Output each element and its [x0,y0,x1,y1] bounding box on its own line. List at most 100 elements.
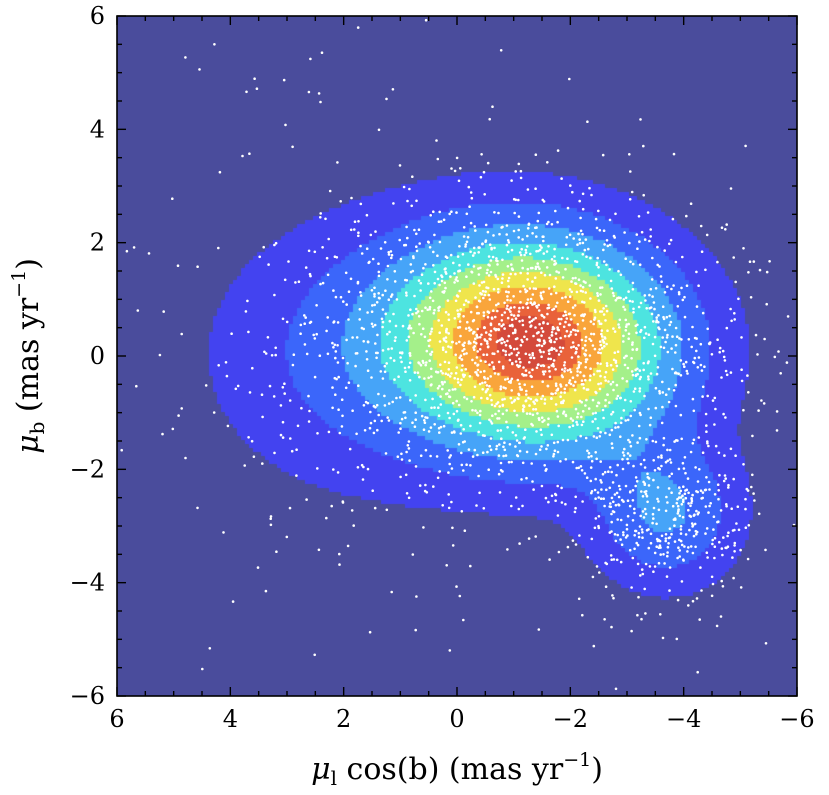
scatter-point [651,512,655,516]
scatter-point [609,554,613,557]
scatter-point [722,536,725,539]
scatter-point [621,451,625,454]
scatter-point [576,374,579,377]
scatter-point [653,354,657,358]
scatter-point [415,307,418,311]
scatter-point [357,384,360,388]
scatter-point [637,531,641,535]
scatter-point [714,444,718,448]
scatter-point [685,284,689,288]
scatter-point [540,433,543,437]
scatter-point [524,428,527,432]
scatter-point [468,375,472,378]
scatter-point [597,382,600,386]
scatter-point [576,412,580,415]
scatter-point [337,375,341,379]
scatter-point [707,511,710,514]
scatter-point [474,296,477,299]
scatter-point [675,335,679,339]
scatter-point [521,323,525,327]
scatter-point [504,353,508,357]
scatter-point [723,454,726,457]
scatter-point [420,309,424,313]
scatter-point [604,398,607,402]
scatter-point [626,366,630,370]
scatter-point [525,476,528,480]
scatter-point [632,307,635,311]
scatter-point [593,318,596,321]
scatter-point [560,400,563,404]
scatter-point [563,310,567,314]
scatter-point [569,333,572,336]
scatter-point [447,318,451,322]
scatter-point [336,161,339,164]
scatter-point [415,199,418,203]
scatter-point [654,386,658,390]
scatter-point [515,353,519,357]
scatter-point [394,336,397,339]
scatter-point [567,312,571,316]
scatter-point [459,308,463,311]
scatter-point [682,498,685,502]
scatter-point [629,444,633,448]
scatter-point [486,268,489,272]
scatter-point [484,331,488,334]
scatter-point [420,333,423,336]
scatter-point [716,260,719,264]
scatter-point [664,340,667,344]
scatter-point [547,220,550,224]
scatter-point [711,542,714,546]
scatter-point [600,346,604,350]
scatter-point [470,400,473,403]
scatter-point [564,320,567,324]
scatter-point [747,271,750,274]
scatter-point [517,236,520,239]
scatter-point [665,495,668,499]
scatter-point [643,394,646,398]
scatter-point [404,416,407,420]
scatter-point [508,344,512,348]
scatter-point [536,219,540,223]
scatter-point [681,298,685,302]
scatter-point [524,248,528,252]
scatter-point [449,346,453,349]
scatter-point [550,397,553,400]
scatter-point [437,220,441,223]
scatter-point [455,156,459,160]
scatter-point [612,234,616,238]
scatter-point [386,332,389,336]
scatter-point [362,465,365,469]
scatter-point [630,190,634,194]
scatter-point [520,338,523,342]
scatter-point [660,456,663,459]
scatter-point [634,368,637,372]
scatter-point [584,436,588,440]
scatter-point [733,312,736,315]
scatter-point [284,123,287,127]
scatter-point [614,503,618,507]
scatter-point [589,256,592,260]
scatter-point [531,368,534,372]
scatter-point [599,351,602,355]
scatter-point [336,344,339,347]
scatter-point [765,302,768,306]
scatter-point [564,414,568,418]
scatter-point [516,314,520,317]
scatter-point [638,369,642,372]
scatter-point [443,380,446,384]
scatter-point [346,361,349,365]
scatter-point [506,298,509,302]
scatter-point [536,363,540,367]
scatter-point [475,504,478,507]
scatter-point [295,474,298,477]
scatter-point [655,522,658,526]
scatter-point [739,548,742,552]
scatter-point [616,518,619,521]
scatter-point [541,380,544,384]
scatter-point [529,266,533,270]
scatter-point [447,361,451,365]
scatter-point [270,354,274,357]
scatter-point [358,318,362,321]
scatter-point [513,409,516,413]
scatter-point [649,372,653,375]
